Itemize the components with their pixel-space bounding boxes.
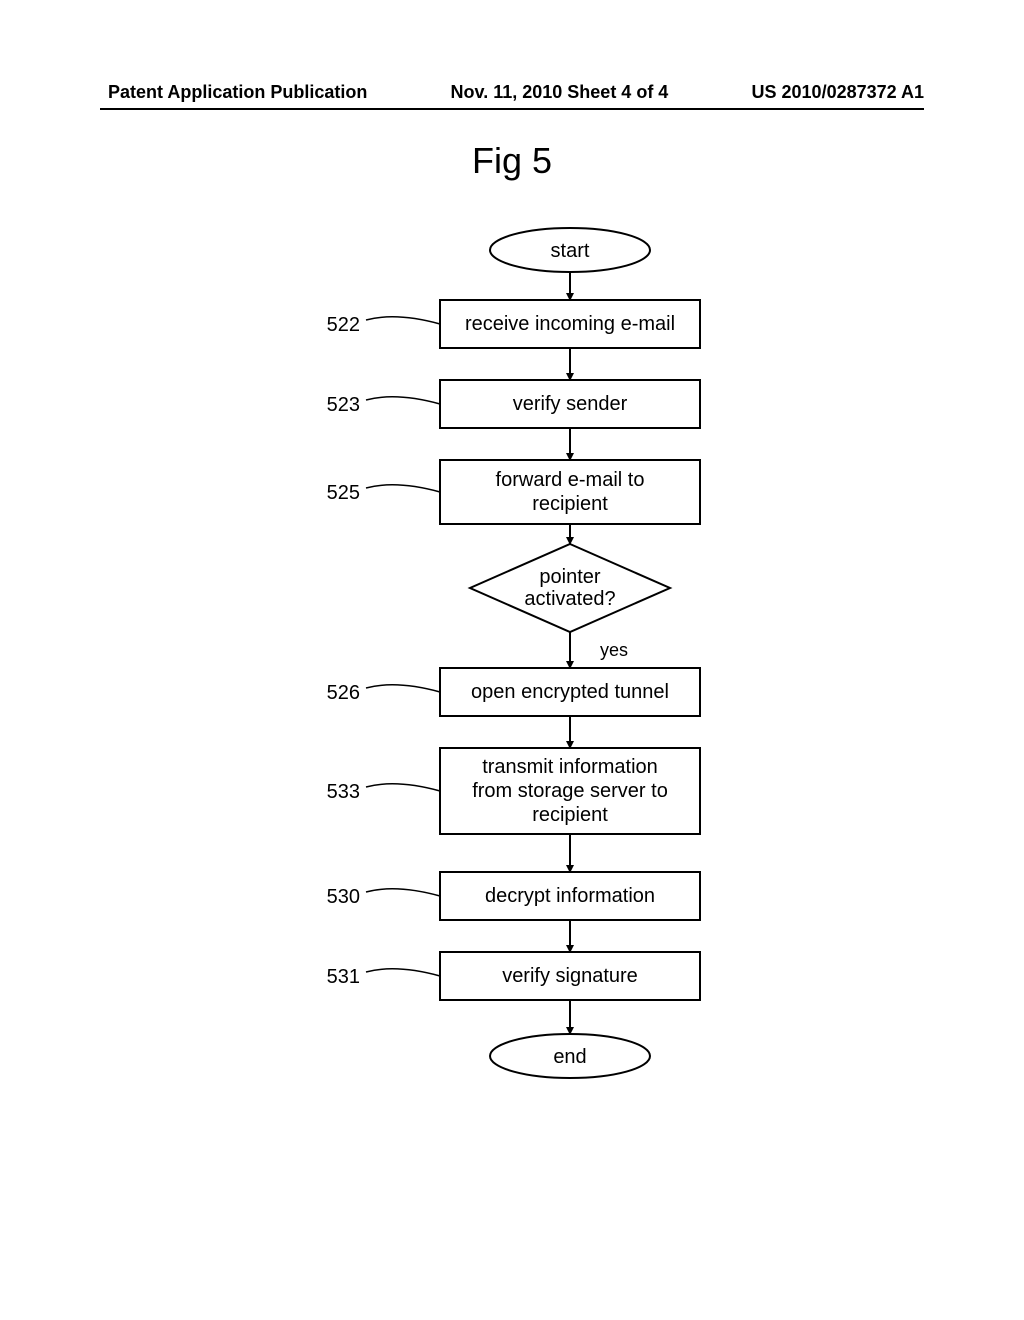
ref-522: 522 <box>327 314 360 336</box>
edge-label: yes <box>600 640 628 660</box>
ref-530: 530 <box>327 886 360 908</box>
decision-label: pointer <box>539 566 600 588</box>
header-divider <box>100 108 924 110</box>
n525-label: forward e-mail to <box>496 469 645 491</box>
header-left: Patent Application Publication <box>108 82 367 103</box>
n533-label: recipient <box>532 804 608 826</box>
ref-leader <box>366 397 440 404</box>
header-center: Nov. 11, 2010 Sheet 4 of 4 <box>451 82 669 103</box>
n525-label: recipient <box>532 493 608 515</box>
ref-leader <box>366 969 440 976</box>
patent-header: Patent Application Publication Nov. 11, … <box>0 82 1024 103</box>
ref-523: 523 <box>327 394 360 416</box>
ref-leader <box>366 317 440 324</box>
flowchart: yes start receive incoming e-mail 522 verify… <box>250 220 770 1240</box>
n533-label: transmit information <box>482 756 658 778</box>
ref-leader <box>366 485 440 492</box>
n530-label: decrypt information <box>485 885 655 907</box>
n523-label: verify sender <box>513 393 628 415</box>
header-right: US 2010/0287372 A1 <box>752 82 924 103</box>
ref-525: 525 <box>327 482 360 504</box>
ref-526: 526 <box>327 682 360 704</box>
ref-leader <box>366 685 440 692</box>
n522-label: receive incoming e-mail <box>465 313 675 335</box>
start-label: start <box>551 240 590 262</box>
figure-title: Fig 5 <box>0 140 1024 182</box>
end-label: end <box>553 1046 586 1068</box>
decision-label: activated? <box>524 588 615 610</box>
ref-leader <box>366 889 440 896</box>
ref-531: 531 <box>327 966 360 988</box>
ref-leader <box>366 784 440 791</box>
n533-label: from storage server to <box>472 780 668 802</box>
n531-label: verify signature <box>502 965 638 987</box>
n526-label: open encrypted tunnel <box>471 681 669 703</box>
ref-533: 533 <box>327 781 360 803</box>
